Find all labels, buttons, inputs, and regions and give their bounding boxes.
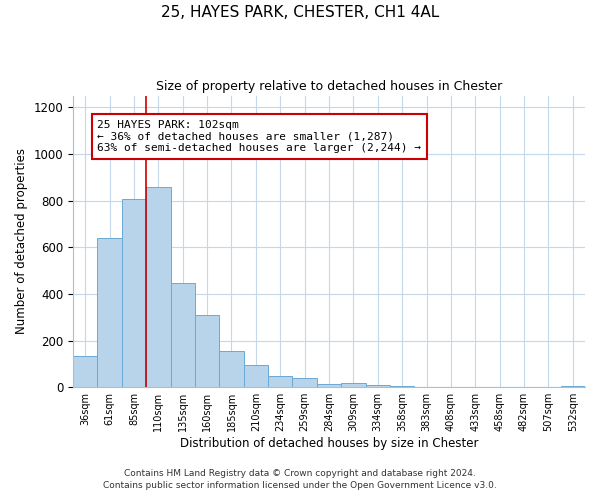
Bar: [560, 386, 585, 387]
Bar: [341, 382, 365, 387]
X-axis label: Distribution of detached houses by size in Chester: Distribution of detached houses by size …: [180, 437, 478, 450]
Bar: [365, 385, 390, 387]
Bar: [195, 315, 220, 387]
Bar: [170, 284, 195, 387]
Bar: [220, 351, 244, 387]
Bar: [97, 238, 122, 387]
Bar: [244, 365, 268, 387]
Title: Size of property relative to detached houses in Chester: Size of property relative to detached ho…: [156, 80, 502, 93]
Bar: [390, 386, 415, 387]
Bar: [317, 384, 341, 387]
Bar: [73, 356, 97, 387]
Bar: [292, 378, 317, 387]
Bar: [268, 376, 292, 387]
Text: 25 HAYES PARK: 102sqm
← 36% of detached houses are smaller (1,287)
63% of semi-d: 25 HAYES PARK: 102sqm ← 36% of detached …: [97, 120, 421, 154]
Bar: [122, 200, 146, 387]
Bar: [146, 186, 170, 387]
Text: Contains HM Land Registry data © Crown copyright and database right 2024.
Contai: Contains HM Land Registry data © Crown c…: [103, 468, 497, 490]
Y-axis label: Number of detached properties: Number of detached properties: [15, 148, 28, 334]
Text: 25, HAYES PARK, CHESTER, CH1 4AL: 25, HAYES PARK, CHESTER, CH1 4AL: [161, 5, 439, 20]
